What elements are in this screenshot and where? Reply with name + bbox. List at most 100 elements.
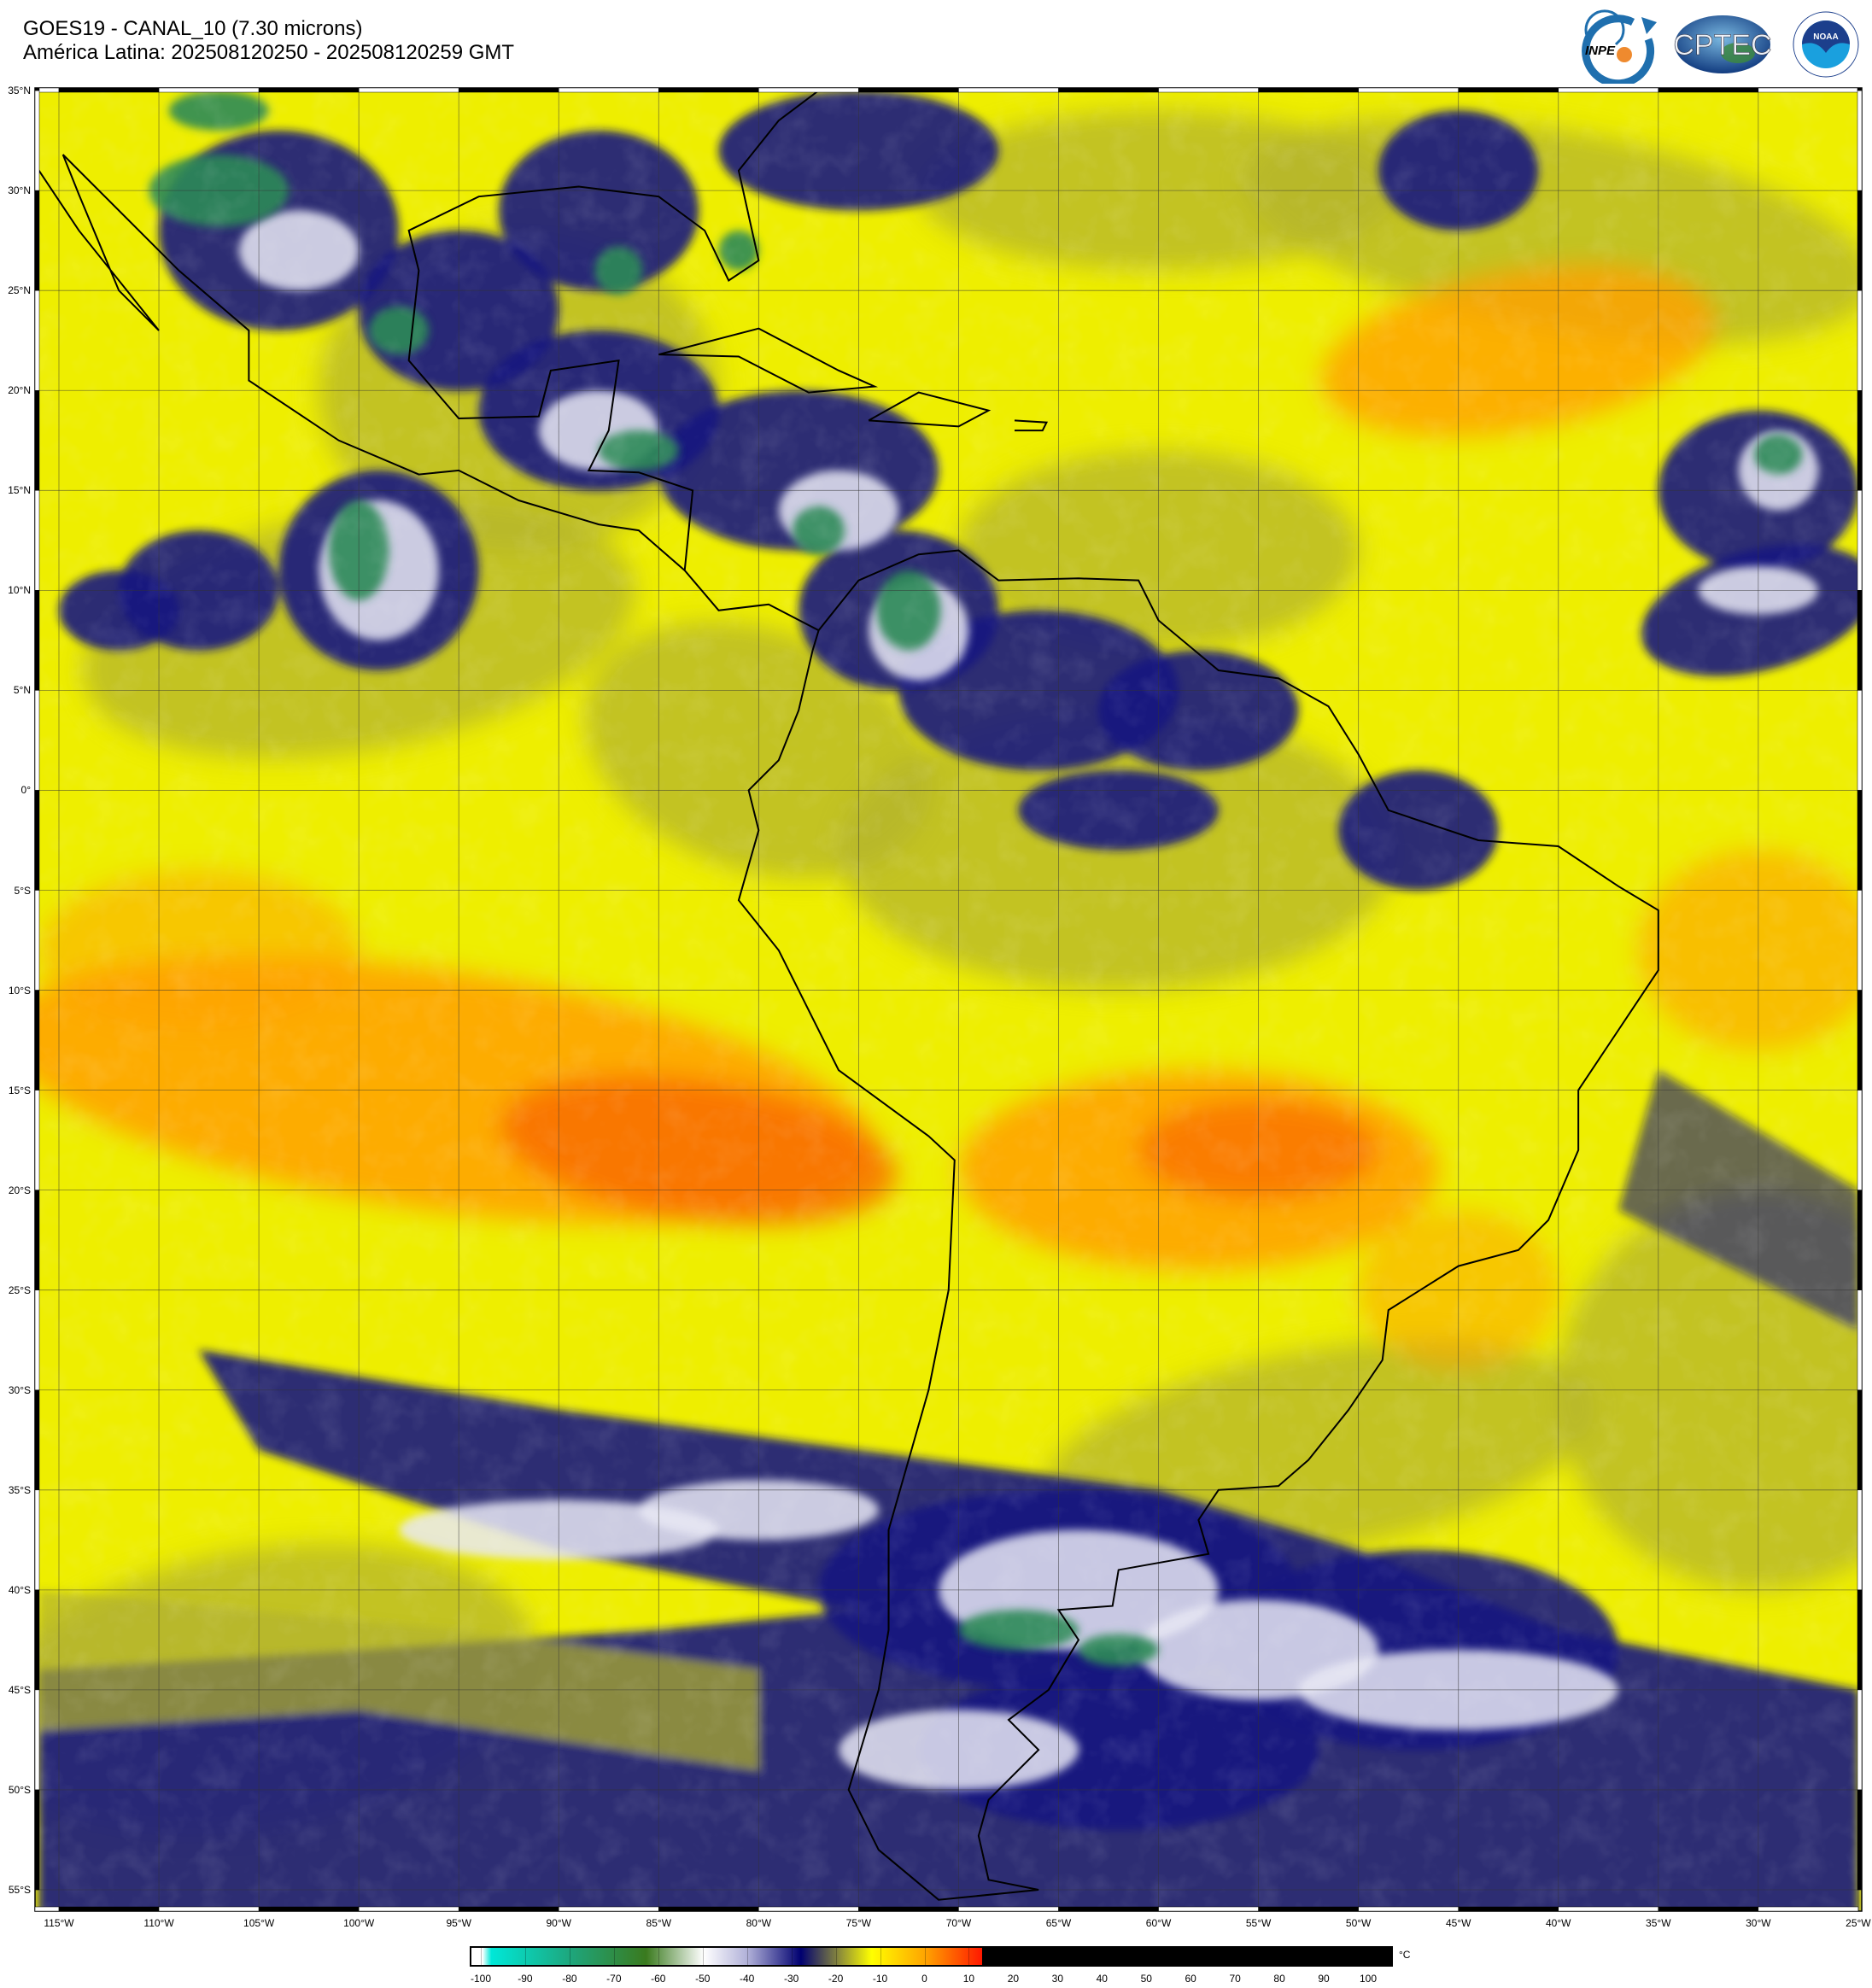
longitude-label: 30°W — [1746, 1917, 1771, 1929]
frame-tick — [858, 87, 959, 93]
frame-tick — [34, 490, 40, 591]
colorbar-tick-label: -70 — [606, 1973, 622, 1985]
frame-tick — [34, 1190, 40, 1290]
frame-tick — [1857, 490, 1863, 591]
longitude-label: 60°W — [1145, 1917, 1172, 1929]
product-title: GOES19 - CANAL_10 (7.30 microns) — [23, 17, 363, 40]
frame-tick — [658, 87, 759, 93]
colorbar-tick-mark — [924, 1948, 926, 1965]
colorbar-tick-mark — [1057, 1948, 1059, 1965]
longitude-label: 70°W — [945, 1917, 972, 1929]
frame-tick — [34, 1090, 40, 1190]
frame-tick — [458, 1906, 559, 1912]
colorbar-tick-mark — [746, 1948, 748, 1965]
cptec-logo: CPTEC — [1673, 15, 1772, 73]
colorbar-tick-mark — [1368, 1948, 1369, 1965]
colorbar-tick-mark — [1146, 1948, 1148, 1965]
colorbar-tick-mark — [1324, 1948, 1325, 1965]
longitude-label: 100°W — [343, 1917, 375, 1929]
longitude-label: 65°W — [1045, 1917, 1072, 1929]
frame-tick — [34, 690, 40, 791]
frame-tick — [1458, 87, 1559, 93]
colorbar-tick-mark — [968, 1948, 970, 1965]
frame-tick — [559, 1906, 659, 1912]
frame-tick — [58, 1906, 160, 1912]
frame-tick — [1158, 87, 1259, 93]
colorbar-tick-label: -100 — [470, 1973, 492, 1985]
colorbar-tick-label: 100 — [1359, 1973, 1378, 1985]
frame-tick — [1758, 1906, 1859, 1912]
latitude-label: 25°N — [8, 284, 31, 297]
frame-tick — [34, 990, 40, 1090]
colorbar-tick-mark — [658, 1948, 659, 1965]
latitude-label: 15°S — [8, 1084, 31, 1096]
longitude-label: 35°W — [1646, 1917, 1671, 1929]
coastline — [35, 154, 160, 331]
frame-tick — [158, 87, 260, 93]
longitude-label: 95°W — [446, 1917, 471, 1929]
frame-tick — [34, 790, 40, 891]
frame-tick — [1857, 1789, 1863, 1891]
colorbar-tick-label: 0 — [921, 1973, 927, 1985]
noaa-logo-text: NOAA — [1813, 32, 1838, 42]
colorbar-tick-mark — [1013, 1948, 1015, 1965]
frame-tick — [758, 87, 859, 93]
frame-tick — [1658, 1906, 1759, 1912]
colorbar-tick-label: -90 — [518, 1973, 533, 1985]
latitude-label: 20°S — [8, 1184, 31, 1196]
latitude-label: 10°N — [8, 584, 31, 597]
coastlines — [35, 90, 1659, 1901]
coastline — [868, 391, 992, 428]
latitude-label: 35°N — [8, 85, 31, 97]
frame-tick — [1558, 1906, 1659, 1912]
colorbar-tick-mark — [1102, 1948, 1103, 1965]
latitude-label: 10°S — [8, 984, 31, 997]
longitude-label: 25°W — [1846, 1917, 1871, 1929]
frame-tick — [458, 87, 559, 93]
frame-tick — [258, 1906, 360, 1912]
colorbar-tick-mark — [481, 1948, 482, 1965]
frame-tick — [34, 1906, 60, 1912]
frame-tick — [158, 1906, 260, 1912]
frame-tick — [1358, 1906, 1459, 1912]
frame-tick — [1857, 289, 1863, 391]
longitude-label: 90°W — [546, 1917, 571, 1929]
colorbar-tick-label: 30 — [1051, 1973, 1064, 1985]
frame-tick — [1857, 690, 1863, 791]
cptec-logo-text: CPTEC — [1673, 29, 1771, 61]
latitude-label: 30°N — [8, 184, 31, 197]
frame-tick — [1857, 1090, 1863, 1190]
longitude-label: 40°W — [1546, 1917, 1571, 1929]
colorbar-tick-mark — [1279, 1948, 1281, 1965]
frame-tick — [1857, 1389, 1863, 1491]
frame-tick — [34, 289, 40, 391]
frame-tick — [1857, 790, 1863, 891]
frame-tick — [34, 390, 40, 491]
coastline — [737, 549, 1659, 1901]
frame-tick — [1058, 1906, 1159, 1912]
colorbar-tick-mark — [613, 1948, 615, 1965]
latitude-label: 25°S — [8, 1283, 31, 1296]
longitude-label: 115°W — [44, 1917, 74, 1929]
frame-tick — [1857, 1289, 1863, 1390]
frame-tick — [358, 87, 459, 93]
colorbar-tick-label: -50 — [695, 1973, 711, 1985]
frame-tick — [1658, 87, 1759, 93]
latitude-label: 20°N — [8, 384, 31, 397]
colorbar-tick-label: -20 — [828, 1973, 844, 1985]
frame-tick — [1258, 87, 1359, 93]
frame-tick — [1857, 190, 1863, 291]
colorbar-tick-label: -40 — [740, 1973, 755, 1985]
longitude-label: 45°W — [1445, 1917, 1471, 1929]
longitude-label: 85°W — [646, 1917, 672, 1929]
longitude-label: 105°W — [243, 1917, 275, 1929]
colorbar-tick-mark — [835, 1948, 837, 1965]
frame-tick — [658, 1906, 759, 1912]
noaa-logo: NOAA — [1793, 11, 1859, 78]
longitude-label: 110°W — [143, 1917, 174, 1929]
colorbar-tick-mark — [791, 1948, 793, 1965]
coastline — [407, 90, 820, 571]
frame-tick — [258, 87, 360, 93]
frame-tick — [34, 590, 40, 691]
